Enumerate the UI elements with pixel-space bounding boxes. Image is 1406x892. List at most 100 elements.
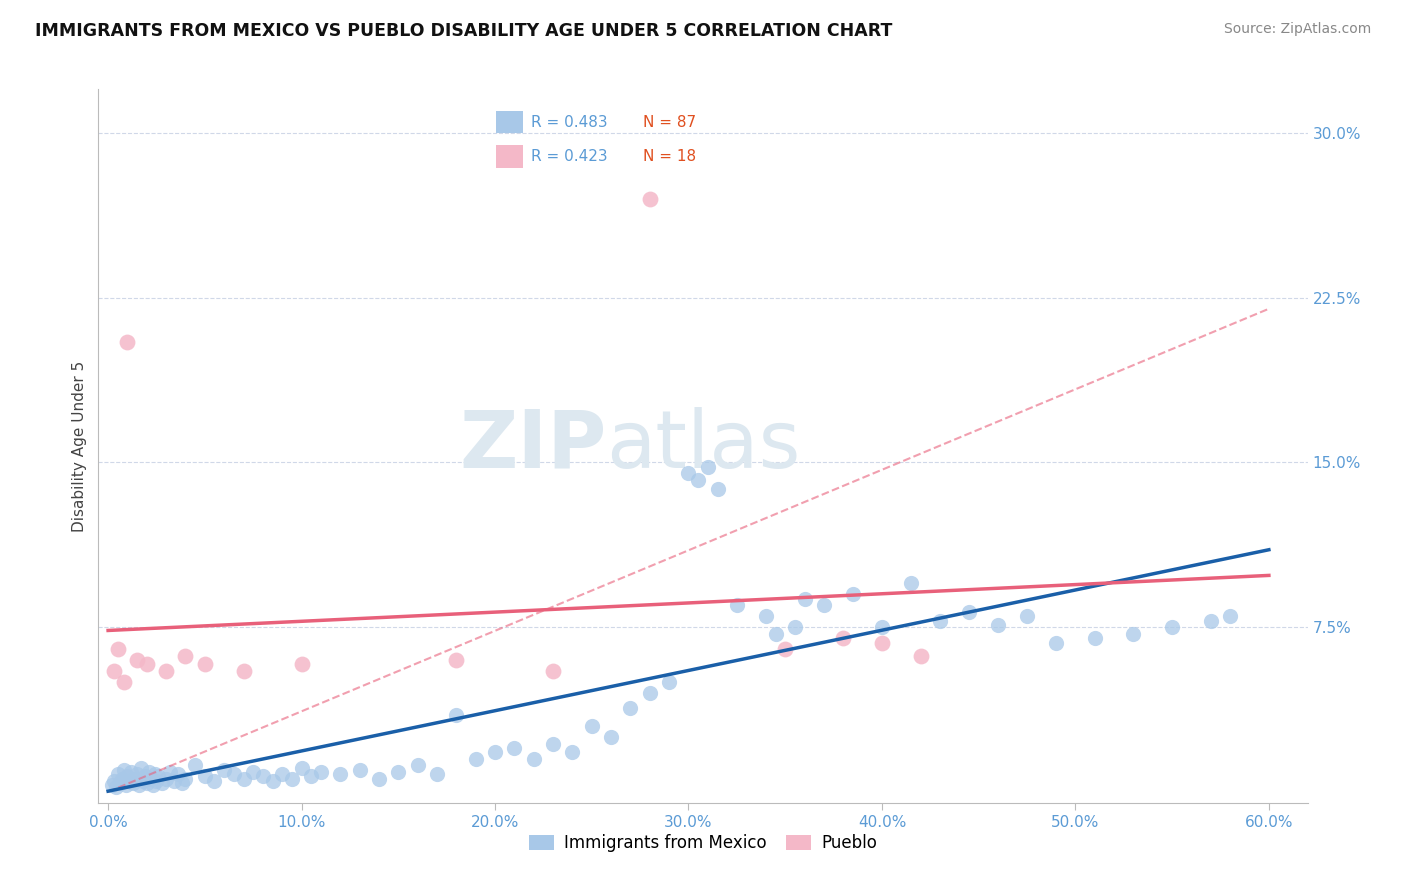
Point [138,765,160,780]
Point [832,631,855,645]
Point [155,772,177,786]
Point [773,642,796,657]
Point [118,773,141,788]
Point [1219,609,1241,624]
Point [696,459,718,474]
Point [929,614,952,628]
Point [132,773,155,788]
Point [290,761,312,775]
Point [426,767,449,781]
Point [103,773,125,788]
Point [120,765,142,780]
Point [446,708,468,723]
Point [523,752,546,766]
Point [957,605,980,619]
Point [1084,631,1107,645]
Legend: Immigrants from Mexico, Pueblo: Immigrants from Mexico, Pueblo [522,828,884,859]
Point [242,765,264,780]
Point [271,767,294,781]
Point [1199,614,1222,628]
Point [281,772,304,786]
Point [678,467,700,481]
Point [309,765,332,780]
Point [725,598,748,612]
Point [112,763,135,777]
Point [910,648,932,663]
Point [135,657,157,672]
Point [541,737,564,751]
Point [108,776,131,790]
Point [783,620,806,634]
Point [166,767,188,781]
Point [204,773,226,788]
Y-axis label: Disability Age Under 5: Disability Age Under 5 [72,360,87,532]
Point [368,772,391,786]
Point [561,745,583,759]
Point [232,664,254,678]
Point [143,767,166,781]
Point [900,576,922,591]
Point [127,653,149,667]
Point [252,769,274,783]
Point [290,657,312,672]
Point [232,772,254,786]
Point [688,473,710,487]
Point [101,778,124,792]
Point [142,778,165,792]
Point [122,776,145,790]
Point [134,769,156,783]
Point [1045,635,1067,649]
Text: IMMIGRANTS FROM MEXICO VS PUEBLO DISABILITY AGE UNDER 5 CORRELATION CHART: IMMIGRANTS FROM MEXICO VS PUEBLO DISABIL… [35,22,893,40]
Point [870,620,893,634]
Point [349,763,371,777]
Point [638,192,661,206]
Point [117,769,139,783]
Point [1122,626,1144,640]
Point [129,761,152,775]
Point [159,765,181,780]
Point [1015,609,1038,624]
Point [212,763,235,777]
Point [128,778,150,792]
Point [104,780,127,795]
Point [987,618,1010,632]
Point [793,591,815,606]
Point [111,772,134,786]
Point [813,598,835,612]
Point [170,776,193,790]
Point [464,752,486,766]
Point [658,675,681,690]
Point [194,657,217,672]
Point [139,772,162,786]
Point [842,587,865,601]
Point [755,609,778,624]
Point [581,719,603,733]
Point [765,626,787,640]
Point [484,745,506,759]
Point [299,769,322,783]
Point [194,769,217,783]
Point [135,776,157,790]
Point [112,675,135,690]
Point [103,664,125,678]
Point [148,769,170,783]
Point [163,773,186,788]
Point [870,635,893,649]
Point [503,740,526,755]
Point [600,730,623,744]
Text: ZIP: ZIP [458,407,606,485]
Point [706,482,728,496]
Point [124,772,146,786]
Point [387,765,409,780]
Point [174,648,197,663]
Point [619,701,641,715]
Point [107,767,129,781]
Text: Source: ZipAtlas.com: Source: ZipAtlas.com [1223,22,1371,37]
Point [1161,620,1184,634]
Point [446,653,468,667]
Point [145,773,167,788]
Point [117,334,139,349]
Point [262,773,284,788]
Point [174,772,197,786]
Point [541,664,564,678]
